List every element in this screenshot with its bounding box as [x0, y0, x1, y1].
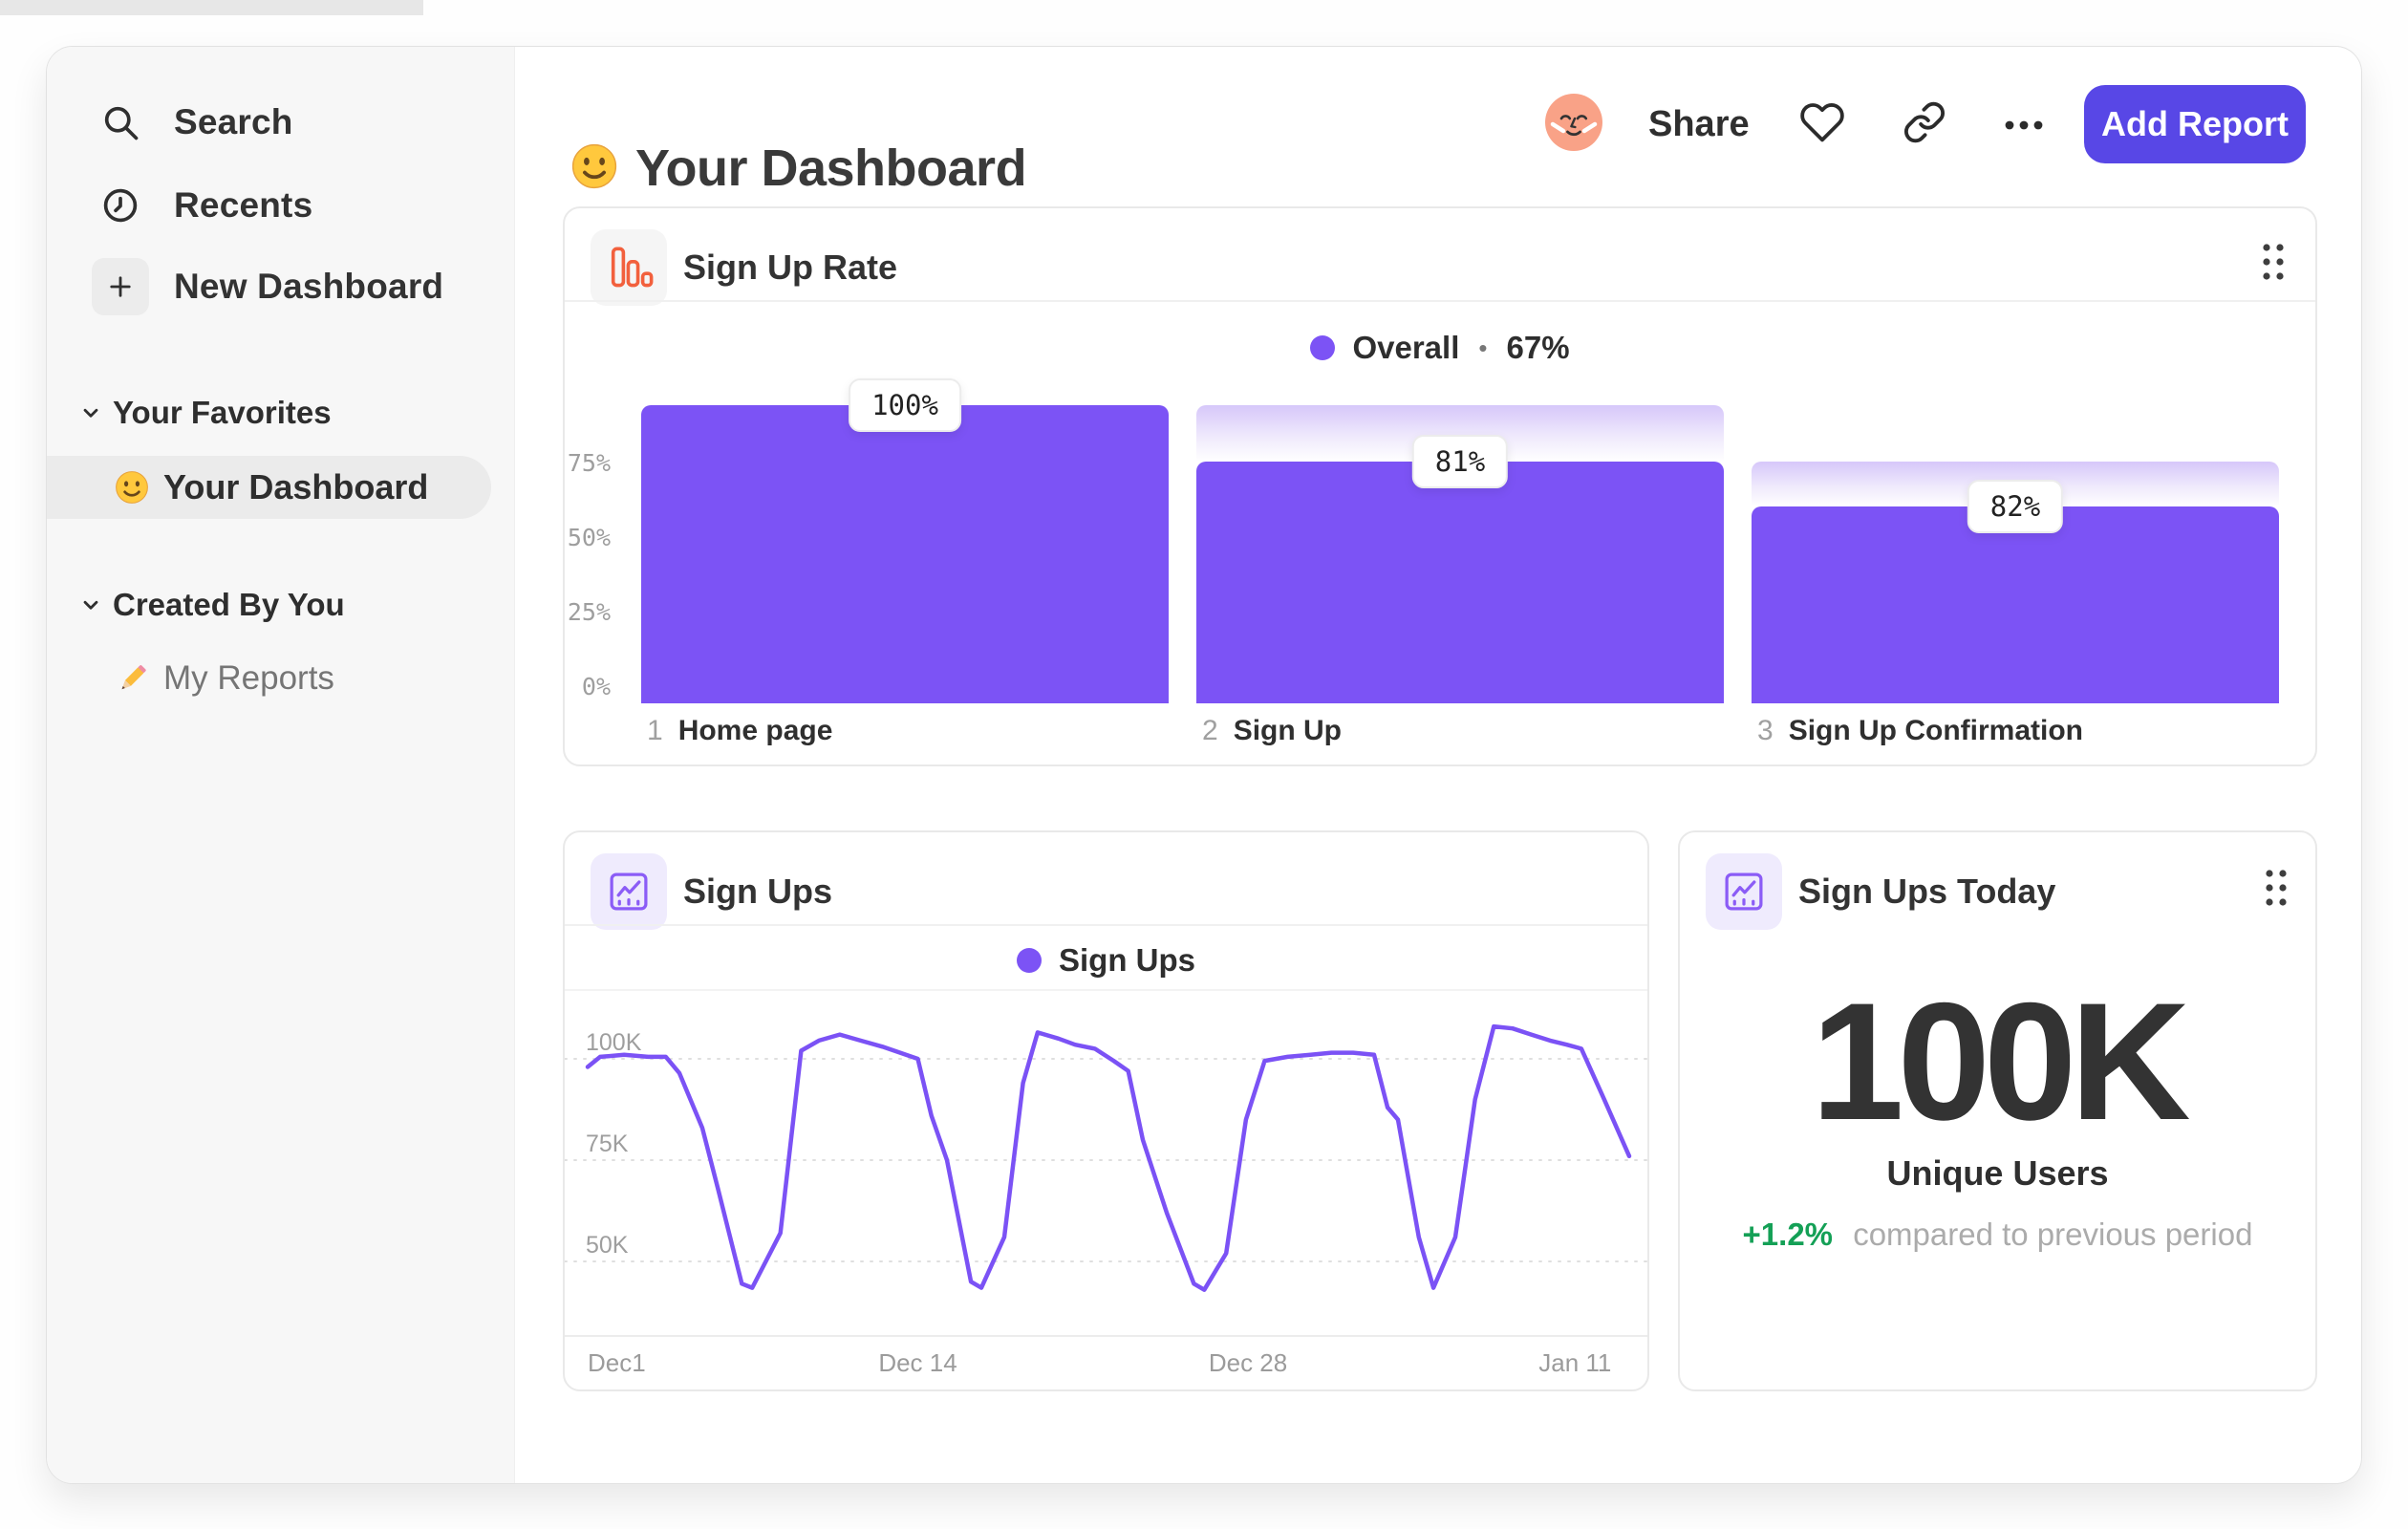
drag-handle-icon[interactable] — [2254, 239, 2292, 285]
funnel-chart-icon — [591, 229, 667, 306]
sidebar-item-label: My Reports — [163, 659, 334, 697]
sidebar-item-label: Recents — [174, 185, 313, 225]
section-title: Created By You — [113, 587, 345, 622]
y-axis-label: 100K — [586, 1029, 642, 1056]
sign-up-rate-card: Sign Up Rate Overall • 67% 75% 50% 25% 0% 1… — [563, 206, 2317, 766]
sidebar-item-new-dashboard[interactable]: New Dashboard — [47, 255, 514, 318]
x-axis-label: Dec 14 — [878, 1348, 957, 1377]
metric-label: Unique Users — [1886, 1153, 2109, 1193]
y-axis-label: 50K — [586, 1232, 629, 1259]
metric-value: 100K — [1811, 969, 2190, 1155]
sign-ups-today-card: Sign Ups Today 100K Unique Users +1.2% c… — [1678, 830, 2317, 1391]
conversion-label: 81% — [1411, 435, 1509, 489]
y-tick-label: 75% — [567, 449, 611, 477]
avatar[interactable] — [1543, 92, 1604, 153]
sidebar-item-search[interactable]: Search — [47, 91, 514, 154]
card-title: Sign Up Rate — [683, 248, 898, 287]
funnel-step-label: 1 Home page — [647, 715, 833, 746]
page-title: Your Dashboard — [635, 140, 1027, 197]
line-chart-icon — [591, 853, 667, 930]
card-title: Sign Ups Today — [1798, 872, 2056, 911]
line-legend: Sign Ups — [565, 934, 1647, 987]
window-edge-artifact — [0, 0, 423, 15]
more-options-icon[interactable] — [1999, 102, 2045, 148]
dashboard-title-emoji-icon — [570, 141, 619, 191]
funnel-bar-sign-up-confirmation[interactable]: 82% — [1752, 405, 2279, 703]
x-axis-label: Jan 11 — [1538, 1348, 1612, 1377]
sidebar-item-recents[interactable]: Recents — [47, 174, 514, 237]
clock-icon — [99, 184, 141, 226]
legend-dot — [1016, 948, 1042, 973]
conversion-label: 100% — [849, 378, 961, 432]
metric-delta-note: compared to previous period — [1853, 1217, 2253, 1252]
favorite-heart-icon[interactable] — [1799, 99, 1845, 145]
chevron-down-icon — [78, 400, 103, 425]
chevron-down-icon — [78, 592, 103, 617]
sidebar: Search Recents New Dashboard Your Favori… — [47, 47, 515, 1483]
funnel-bar-fill — [1752, 506, 2279, 703]
legend-separator: • — [1478, 333, 1488, 362]
sidebar-item-your-dashboard[interactable]: Your Dashboard — [47, 456, 491, 519]
smiley-emoji-icon — [114, 469, 150, 506]
legend-value: 67% — [1506, 330, 1570, 365]
sidebar-item-label: New Dashboard — [174, 267, 444, 306]
y-axis-label: 75K — [586, 1131, 629, 1157]
line-chart-icon — [1706, 853, 1782, 930]
sidebar-item-my-reports[interactable]: My Reports — [47, 647, 491, 710]
divider — [565, 300, 2315, 302]
plus-icon — [92, 258, 149, 315]
funnel-bar-fill — [641, 405, 1169, 703]
funnel-plot: 100% 81% 82% — [641, 378, 2279, 703]
card-title: Sign Ups — [683, 872, 833, 911]
legend-series: Sign Ups — [1058, 942, 1195, 978]
metric-delta-row: +1.2% compared to previous period — [1680, 1217, 2315, 1253]
funnel-step-label: 3 Sign Up Confirmation — [1757, 715, 2083, 746]
copy-link-icon[interactable] — [1903, 100, 1948, 146]
x-axis-label: Dec 28 — [1208, 1348, 1288, 1377]
divider — [565, 924, 1647, 926]
funnel-step-label: 2 Sign Up — [1202, 715, 1343, 746]
funnel-bar-home-page[interactable]: 100% — [641, 378, 1169, 703]
sidebar-item-label: Search — [174, 102, 293, 141]
y-tick-label: 50% — [567, 524, 611, 551]
sign-ups-card: Sign Ups Sign Ups 100K 75K 50K Dec1 Dec 14 D… — [563, 830, 1649, 1391]
pencil-emoji-icon — [114, 660, 150, 697]
section-title: Your Favorites — [113, 395, 332, 430]
y-tick-label: 25% — [567, 598, 611, 626]
section-header-created-by-you[interactable]: Created By You — [47, 582, 514, 628]
legend-series: Overall — [1352, 330, 1460, 365]
metric-delta: +1.2% — [1742, 1217, 1834, 1252]
x-axis-label: Dec1 — [588, 1348, 646, 1377]
add-report-button[interactable]: Add Report — [2084, 85, 2306, 163]
sign-ups-line-series[interactable] — [585, 1023, 1632, 1292]
divider — [565, 989, 1647, 991]
conversion-label: 82% — [1967, 480, 2064, 534]
line-plot — [565, 1023, 1647, 1337]
funnel-bar-sign-up[interactable]: 81% — [1196, 405, 1724, 703]
search-icon — [99, 101, 141, 143]
sidebar-item-label: Your Dashboard — [163, 467, 429, 506]
section-header-your-favorites[interactable]: Your Favorites — [47, 390, 514, 436]
app-window: Search Recents New Dashboard Your Favori… — [46, 46, 2362, 1484]
y-tick-label: 0% — [581, 673, 611, 700]
funnel-bar-fill — [1196, 462, 1724, 703]
share-button[interactable]: Share — [1648, 104, 1750, 144]
funnel-legend: Overall • 67% — [565, 329, 2315, 367]
legend-dot — [1310, 335, 1336, 360]
drag-handle-icon[interactable] — [2257, 865, 2295, 911]
